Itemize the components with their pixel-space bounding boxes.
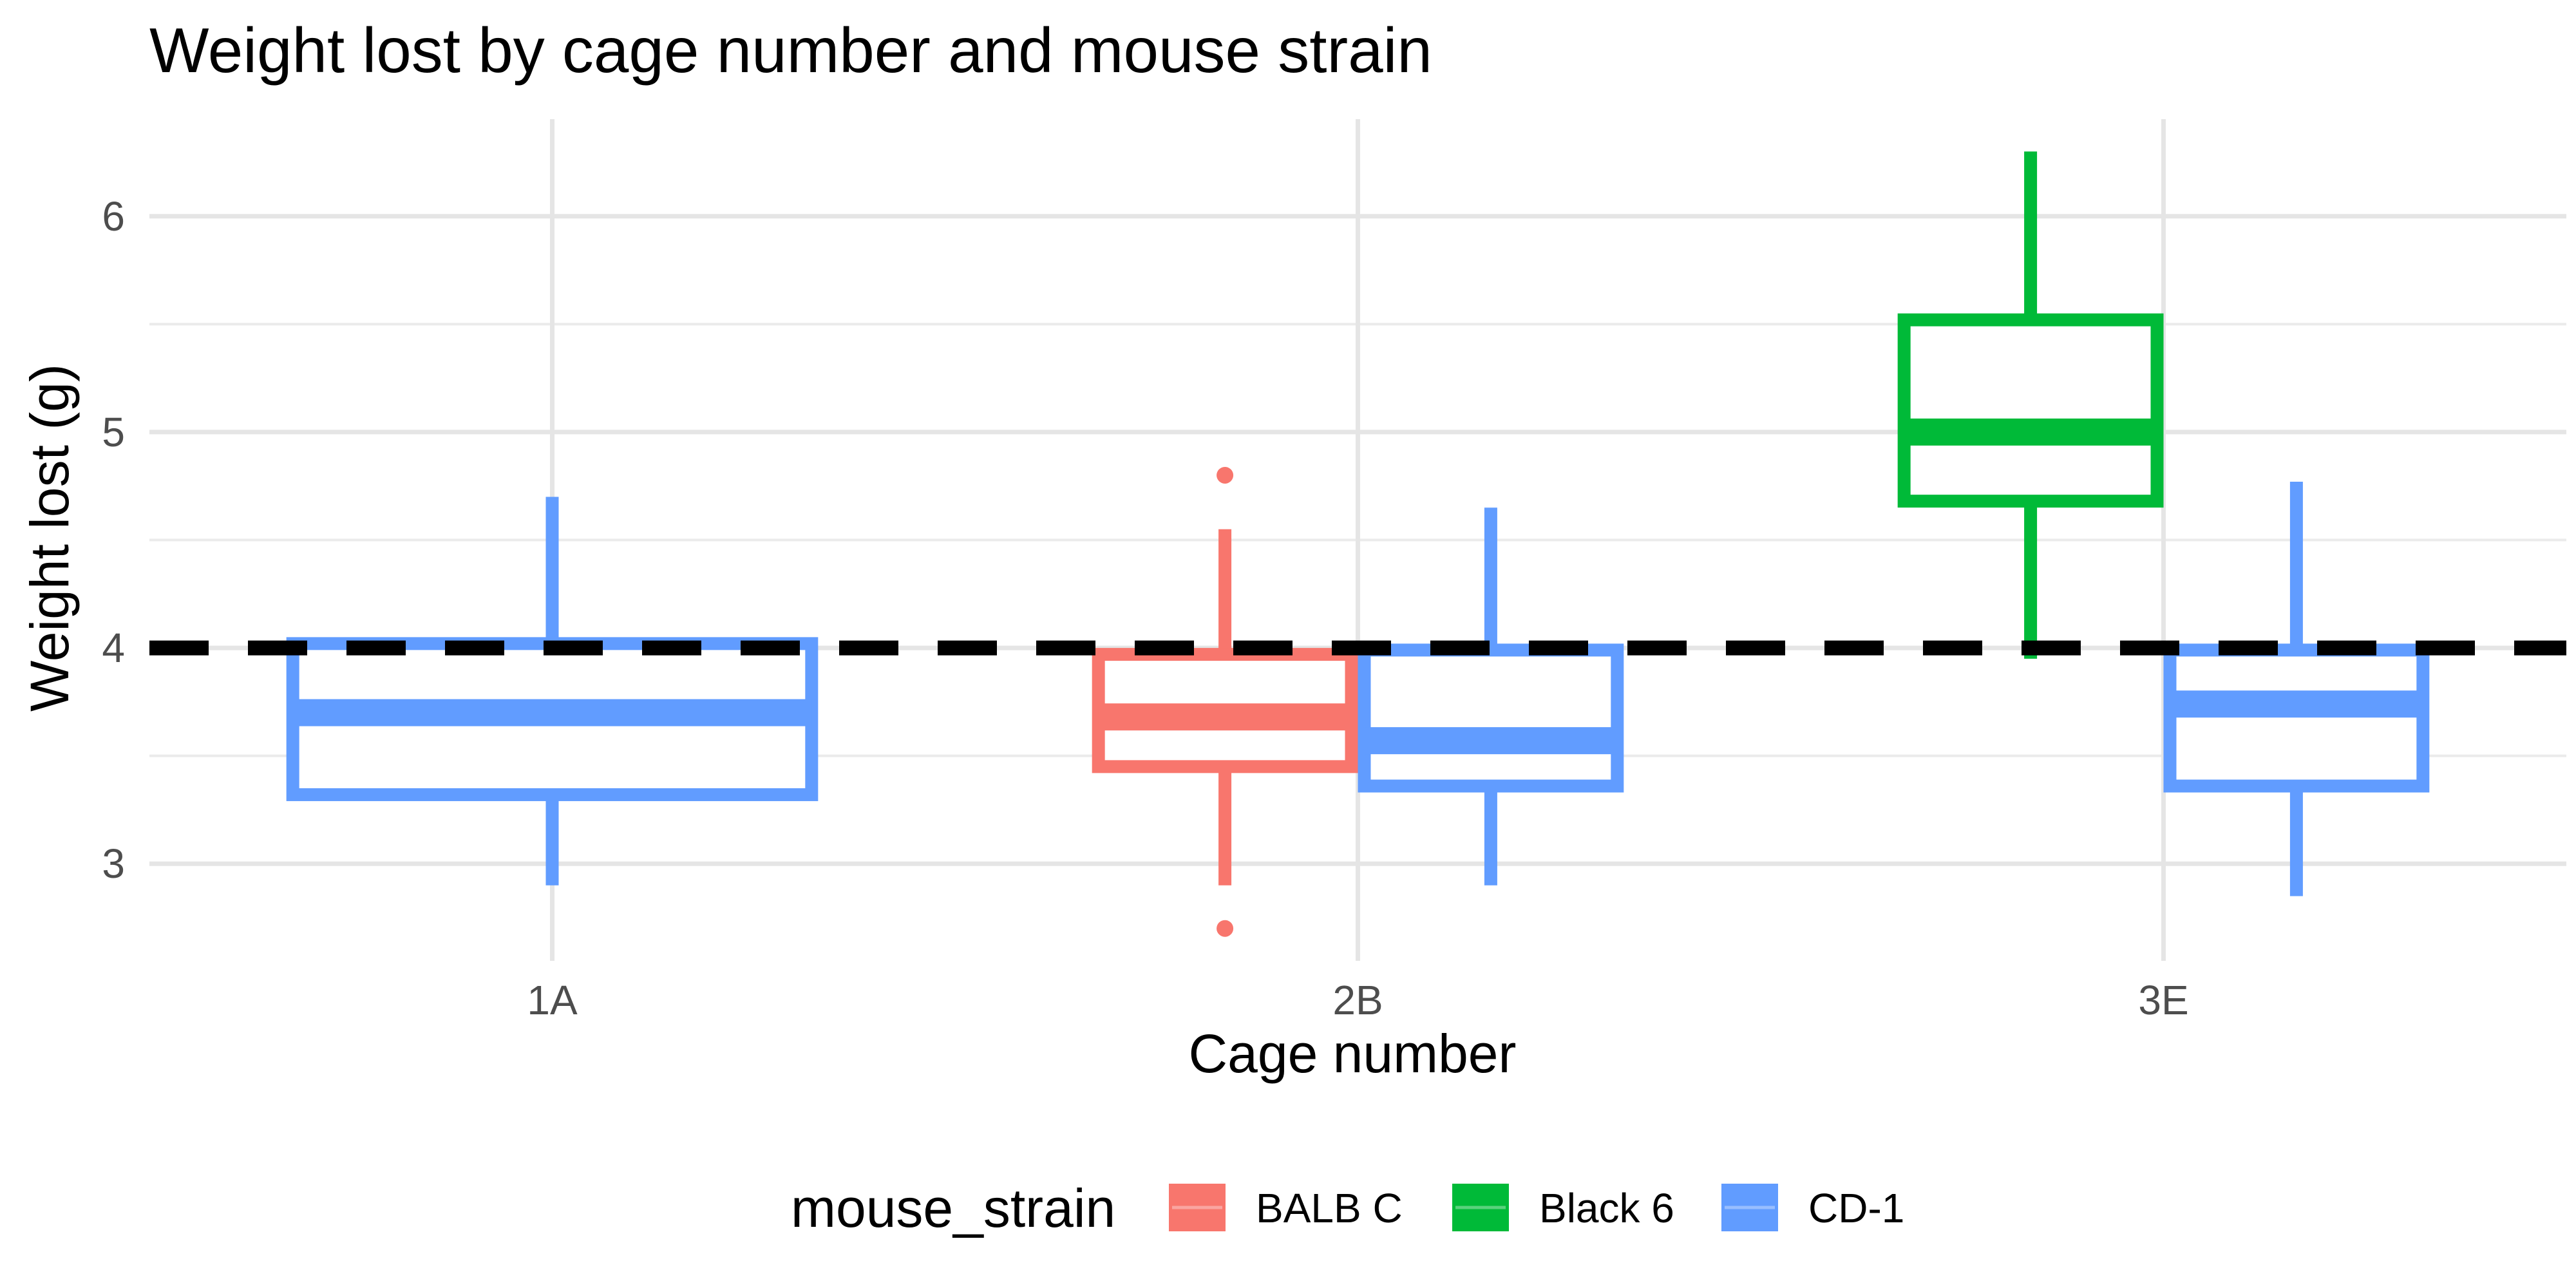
boxplot-cd-1-3e	[2163, 482, 2430, 896]
y-tick-label: 6	[102, 193, 125, 240]
legend-key-balb-c: BALB C	[1169, 1184, 1403, 1231]
box	[1358, 643, 1624, 793]
boxplot-balb-c-2b	[1092, 466, 1358, 937]
y-tick-label: 4	[102, 625, 125, 671]
grid	[149, 119, 2566, 961]
legend-title: mouse_strain	[791, 1178, 1115, 1238]
y-axis-ticks: 3 4 5 6	[102, 193, 125, 887]
legend-swatch	[1452, 1184, 1509, 1231]
boxplot-black-6-3e	[1897, 151, 2164, 659]
legend-label: CD-1	[1808, 1185, 1904, 1231]
box	[1897, 313, 2164, 508]
legend-label: BALB C	[1256, 1185, 1403, 1231]
legend-swatch	[1169, 1184, 1226, 1231]
boxplot-cd-1-2b	[1358, 507, 1624, 886]
x-axis-label: Cage number	[1189, 1023, 1517, 1084]
x-axis-ticks: 1A 2B 3E	[527, 977, 2188, 1023]
y-tick-label: 5	[102, 409, 125, 455]
legend-swatch	[1721, 1184, 1778, 1231]
outlier-point	[1217, 466, 1234, 484]
legend-label: Black 6	[1539, 1185, 1674, 1231]
legend-key-black-6: Black 6	[1452, 1184, 1674, 1231]
legend: mouse_strain BALB C Black 6 CD-1	[791, 1178, 1904, 1238]
boxplots	[286, 151, 2430, 937]
box	[2163, 643, 2430, 793]
x-tick-label: 1A	[527, 977, 578, 1023]
x-tick-label: 3E	[2138, 977, 2188, 1023]
boxplot-cd-1-1a	[286, 497, 819, 886]
outlier-point	[1217, 920, 1234, 937]
y-tick-label: 3	[102, 840, 125, 887]
x-tick-label: 2B	[1332, 977, 1383, 1023]
legend-key-cd-1: CD-1	[1721, 1184, 1904, 1231]
y-axis-label: Weight lost (g)	[19, 364, 80, 712]
chart-title: Weight lost by cage number and mouse str…	[149, 15, 1432, 86]
